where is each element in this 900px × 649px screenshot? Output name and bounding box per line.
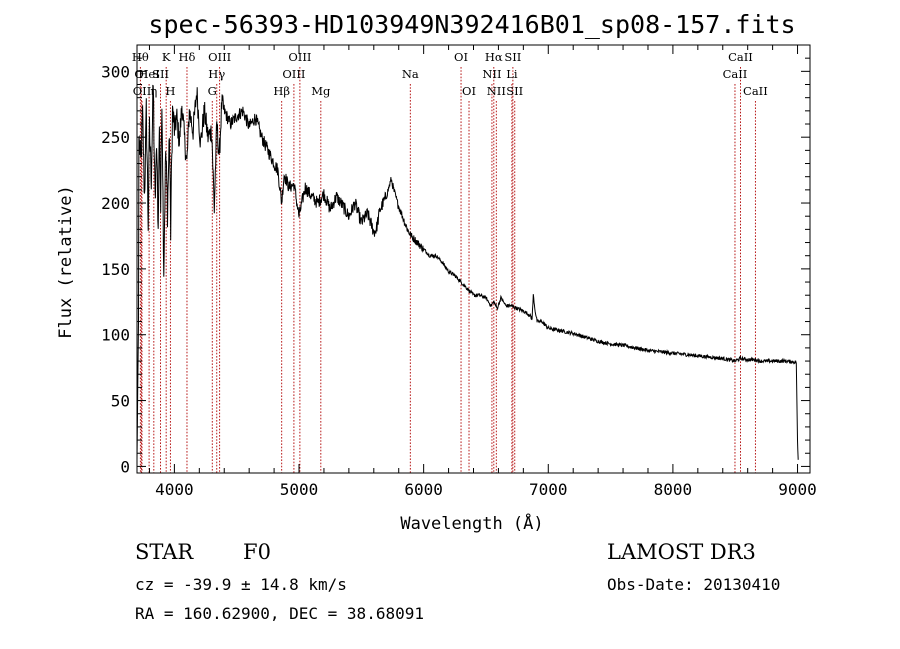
spectral-line-label: Hθ [132,50,149,64]
y-tick-label: 150 [101,260,130,279]
x-tick-label: 5000 [280,480,319,499]
plot-frame [136,44,811,474]
spectral-line-label: H [165,84,175,98]
y-tick-label: 200 [101,194,130,213]
spectral-line-label: OI [134,67,148,81]
redshift-text: cz = -39.9 ± 14.8 km/s [135,575,347,594]
x-axis-label: Wavelength (Å) [400,512,543,534]
spectral-line-label: SII [504,50,521,64]
spectral-line-label: NII [487,84,506,98]
spectral-line-label: Hα [485,50,503,64]
y-tick-label: 0 [120,457,130,476]
spectral-line-label: NII [482,67,501,81]
spectral-line-label: OIII [288,50,311,64]
spectral-line-label: OIII [282,67,305,81]
y-tick-label: 300 [101,62,130,81]
obs-date-text: Obs-Date: 20130410 [607,575,781,594]
spectral-line-label: Na [402,67,419,81]
x-tick-label: 6000 [404,480,443,499]
spectral-line-label: OII [133,84,152,98]
x-tick-label: 7000 [529,480,568,499]
x-axis: 4000 5000 6000 7000 8000 9000 [148,45,817,499]
survey-name: LAMOST DR3 [607,540,756,564]
spectral-line-label: CaII [723,67,748,81]
spectral-line-label: G [208,84,217,98]
spectral-line-label: SII [152,67,169,81]
spectral-line-label: OI [454,50,468,64]
object-subclass: F0 [243,540,271,564]
spectral-line-label: Li [506,67,518,81]
spectral-line-label: OIII [208,50,231,64]
spectral-line-label: HeI [138,67,159,81]
y-axis: 0 50 100 150 200 250 300 [101,57,810,476]
flux-series-line [136,84,799,460]
spectral-line-label: CaII [743,84,768,98]
coordinates-text: RA = 160.62900, DEC = 38.68091 [135,604,424,623]
spectral-line-label: CaII [728,50,753,64]
spectral-line-labels: Hθ OI OII HeI η SII K H Hδ G Hγ OIII Hβ OIII OIII Mg Na O… [132,50,768,98]
spectral-line-label: Hβ [273,84,290,98]
chart-title: spec-56393-HD103949N392416B01_sp08-157.f… [148,10,795,39]
y-tick-label: 100 [101,326,130,345]
x-tick-label: 8000 [654,480,693,499]
object-class: STAR [135,540,194,564]
spectral-line-label: SII [506,84,523,98]
y-tick-label: 250 [101,128,130,147]
spectral-line-label: OI [462,84,476,98]
spectral-line-label: Mg [311,84,331,98]
spectral-line-label: K [162,50,171,64]
spectral-line-label: Hγ [208,67,225,81]
x-tick-label: 9000 [778,480,817,499]
y-axis-label: Flux (relative) [56,185,76,339]
spectral-line-label: η [150,84,157,98]
y-tick-label: 50 [111,392,130,411]
x-tick-label: 4000 [155,480,194,499]
spectral-line-label: Hδ [178,50,195,64]
